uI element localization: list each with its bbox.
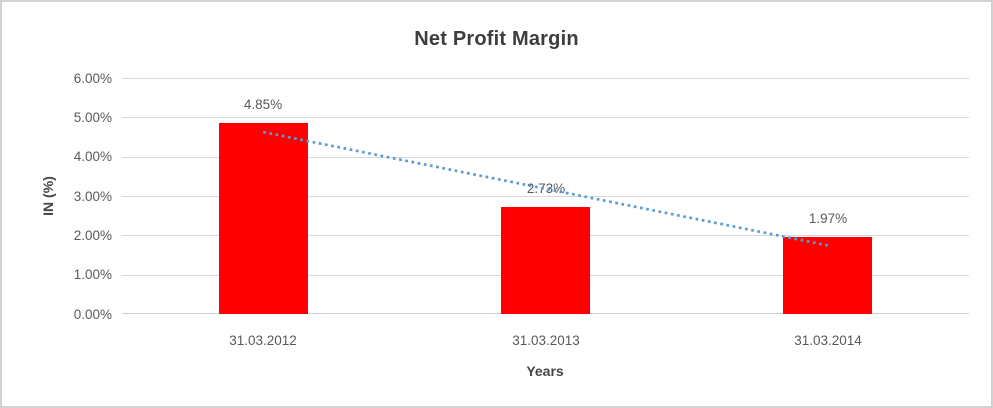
y-tick-label: 5.00% <box>73 110 112 125</box>
bar <box>501 207 590 314</box>
bar-data-label: 1.97% <box>808 211 848 226</box>
y-tick-label: 0.00% <box>73 307 112 322</box>
x-axis-tick-labels: 31.03.2012 31.03.2013 31.03.2014 <box>122 332 969 350</box>
bar-data-label: 4.85% <box>243 97 283 112</box>
bar-data-label: 2.73% <box>526 181 566 196</box>
bar <box>783 237 872 314</box>
x-tick-label: 31.03.2014 <box>794 333 862 348</box>
bar <box>219 123 308 314</box>
x-tick-label: 31.03.2013 <box>512 333 580 348</box>
x-tick-label: 31.03.2012 <box>229 333 297 348</box>
y-axis-tick-labels: 0.00% 1.00% 2.00% 3.00% 4.00% 5.00% 6.00% <box>2 71 112 322</box>
y-tick-label: 3.00% <box>73 189 112 204</box>
y-tick-label: 1.00% <box>73 267 112 282</box>
gridline <box>122 78 969 79</box>
chart-title: Net Profit Margin <box>414 28 579 50</box>
y-tick-label: 2.00% <box>73 228 112 243</box>
gridline <box>122 117 969 118</box>
x-axis-title: Years <box>526 363 564 379</box>
y-tick-label: 4.00% <box>73 149 112 164</box>
plot-area: 4.85% 2.73% 1.97% <box>122 78 969 314</box>
y-tick-label: 6.00% <box>73 71 112 86</box>
